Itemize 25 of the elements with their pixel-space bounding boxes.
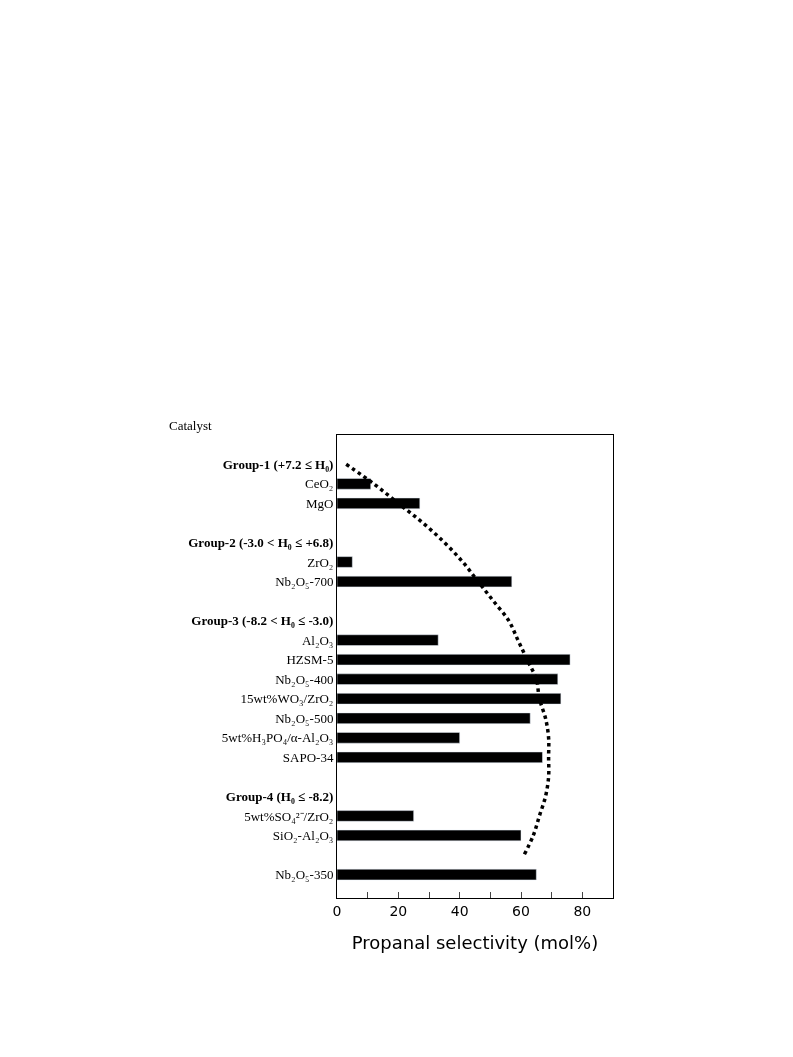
y-tick-label: Group-3 (-8.2 < H₀ ≤ -3.0) (191, 613, 334, 629)
y-tick-label: Nb₂O₅-500 (275, 710, 334, 726)
y-tick-label: MgO (305, 495, 334, 511)
y-tick-label: HZSM-5 (286, 652, 334, 668)
y-tick-label: 15wt%WO₃/ZrO₂ (240, 691, 334, 707)
y-tick-label: Nb₂O₅-700 (275, 574, 334, 590)
y-tick-label: Group-4 (H₀ ≤ -8.2) (225, 788, 334, 804)
y-tick-label: 5wt%H₃PO₄/α-Al₂O₃ (221, 730, 334, 746)
y-tick-label: SiO₂-Al₂O₃ (272, 828, 334, 844)
x-axis-title: Propanal selectivity (mol%) (351, 931, 599, 953)
y-axis-title: Catalyst (169, 418, 212, 433)
y-tick-label: ZrO₂ (307, 554, 334, 570)
y-tick-label: Al₂O₃ (301, 632, 334, 648)
y-tick-label: Nb₂O₅-350 (275, 867, 334, 883)
x-tick-label: 80 (573, 902, 592, 919)
y-tick-label: Group-2 (-3.0 < H₀ ≤ +6.8) (188, 535, 334, 550)
x-tick-label: 20 (389, 902, 408, 919)
x-tick-label: 0 (332, 902, 342, 919)
y-tick-label: Group-1 (+7.2 ≤ H₀) (222, 456, 334, 472)
y-tick-label: 5wt%SO₄²⁻/ZrO₂ (244, 808, 334, 824)
x-tick-label: 60 (512, 902, 530, 919)
y-tick-label: SAPO-34 (282, 749, 334, 765)
y-tick-label: CeO₂ (305, 476, 334, 492)
x-tick-label: 40 (450, 902, 469, 919)
y-tick-label: Nb₂O₅-400 (275, 671, 334, 687)
